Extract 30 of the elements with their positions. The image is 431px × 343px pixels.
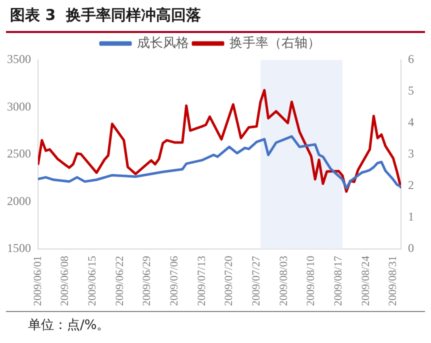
x-tick-label: 2009/08/24 [360, 255, 372, 306]
y-tick-label: 2500 [7, 146, 31, 161]
x-tick-label: 2009/07/27 [250, 255, 262, 306]
x-tick-label: 2009/06/29 [141, 255, 154, 306]
x-tick-label: 2009/08/31 [387, 256, 400, 306]
x-tick-label: 2009/07/20 [223, 255, 236, 306]
y2-tick-label: 1 [408, 210, 414, 224]
y-tick-label: 3500 [7, 52, 31, 66]
x-tick-label: 2009/06/01 [32, 256, 44, 306]
x-tick-label: 2009/07/06 [168, 255, 181, 306]
y2-tick-label: 5 [408, 84, 414, 98]
x-tick-label: 2009/06/15 [86, 255, 99, 306]
text: 单位：点/%。 [28, 317, 110, 334]
y-tick-label: 3000 [7, 99, 31, 114]
x-tick-label: 2009/06/22 [114, 256, 126, 306]
y2-tick-label: 2 [408, 178, 414, 192]
y-tick-label: 1500 [7, 241, 31, 256]
x-tick-label: 2009/08/03 [278, 255, 290, 306]
x-tick-label: 2009/07/13 [196, 255, 208, 306]
y2-tick-label: 0 [408, 241, 414, 256]
legend-label: 换手率（右轴） [230, 34, 320, 50]
x-tick-label: 2009/06/08 [59, 255, 72, 306]
y2-tick-label: 6 [408, 52, 414, 66]
legend-label: 成长风格 [137, 34, 189, 50]
y2-tick-label: 4 [408, 115, 414, 130]
y2-tick-label: 3 [408, 146, 414, 161]
y-tick-label: 2000 [7, 194, 31, 208]
x-tick-label: 2009/08/17 [332, 255, 344, 306]
chart-title: 图表 3 换手率同样冲高回落 [10, 6, 202, 25]
x-tick-label: 2009/08/10 [305, 255, 318, 306]
